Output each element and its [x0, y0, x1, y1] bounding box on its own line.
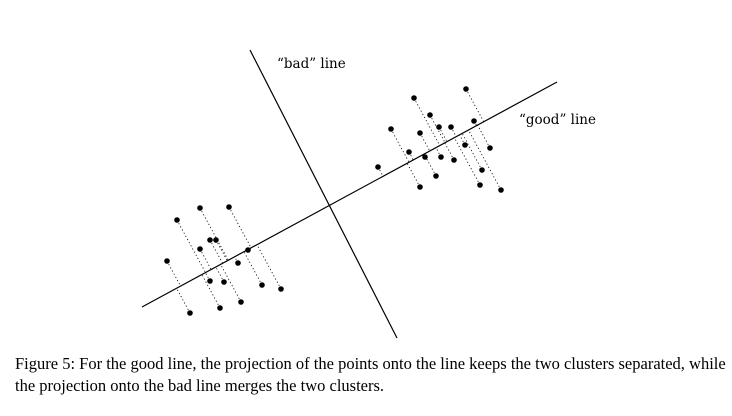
projection-line-2: [429, 114, 446, 143]
projection-line-23: [209, 239, 223, 264]
data-point-34: [217, 305, 223, 311]
projection-line-25: [199, 248, 212, 270]
data-point-3: [388, 126, 394, 132]
data-point-10: [406, 149, 412, 155]
data-point-35: [187, 310, 193, 316]
data-points: [164, 86, 504, 316]
data-point-28: [235, 260, 241, 266]
data-point-13: [451, 157, 457, 163]
data-point-6: [448, 124, 454, 130]
data-point-33: [238, 299, 244, 305]
data-point-19: [498, 187, 504, 193]
projection-line-24: [215, 239, 228, 261]
data-point-5: [436, 124, 442, 130]
data-point-2: [427, 112, 433, 118]
data-point-9: [487, 145, 493, 151]
projection-line-0: [413, 97, 441, 146]
data-point-24: [213, 237, 219, 243]
projection-line-22: [176, 219, 206, 273]
bad-line: [249, 49, 398, 339]
data-point-4: [417, 130, 423, 136]
data-point-26: [245, 247, 251, 253]
projection-line-21: [228, 206, 252, 249]
data-point-30: [221, 279, 227, 285]
data-point-7: [471, 118, 477, 124]
bad-line-label: “bad” line: [277, 56, 346, 72]
projection-diagram: “bad” line “good” line: [141, 49, 596, 339]
data-point-32: [278, 286, 284, 292]
projection-line-4: [419, 132, 431, 152]
projection-line-17: [406, 163, 421, 188]
data-point-1: [463, 86, 469, 92]
projection-line-35: [176, 288, 191, 314]
projection-line-34: [201, 274, 221, 309]
data-point-8: [462, 142, 468, 148]
data-point-22: [174, 217, 180, 223]
projection-line-32: [256, 244, 282, 290]
data-point-18: [477, 182, 483, 188]
projection-line-15: [423, 153, 437, 177]
data-point-21: [226, 204, 232, 210]
projection-line-9: [477, 124, 491, 149]
data-point-25: [197, 246, 203, 252]
data-point-23: [207, 237, 213, 243]
data-point-27: [164, 258, 170, 264]
good-line-label: “good” line: [519, 112, 596, 128]
data-point-17: [417, 184, 423, 190]
projection-line-27: [166, 260, 181, 287]
projection-line-1: [465, 88, 485, 122]
projection-line-19: [468, 129, 502, 191]
data-point-14: [375, 164, 381, 170]
projection-line-20: [199, 207, 229, 261]
data-point-31: [259, 282, 265, 288]
projection-line-5: [438, 126, 448, 142]
figure-caption: Figure 5: For the good line, the project…: [15, 354, 726, 395]
projection-line-13: [444, 142, 455, 161]
data-point-20: [197, 205, 203, 211]
projection-line-31: [243, 251, 263, 286]
data-point-0: [411, 95, 417, 101]
projection-line-3: [390, 128, 410, 163]
data-point-16: [479, 167, 485, 173]
data-point-11: [422, 154, 428, 160]
projection-lines: [166, 88, 502, 314]
data-point-29: [207, 278, 213, 284]
projection-line-16: [461, 133, 483, 171]
data-point-12: [438, 154, 444, 160]
good-line: [141, 81, 558, 308]
projection-line-10: [408, 151, 414, 161]
projection-line-29: [205, 272, 211, 282]
data-point-15: [433, 173, 439, 179]
